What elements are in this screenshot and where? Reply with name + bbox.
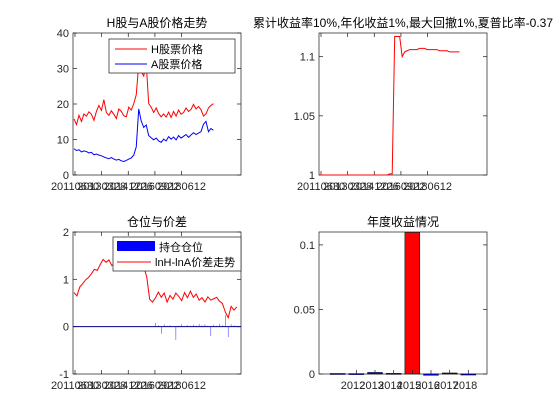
x-tick-label: 2018 [453, 380, 477, 392]
axes-title: H股与A股价格走势 [107, 15, 208, 30]
x-tick-label: 20141226 [104, 181, 153, 193]
y-tick-label: 40 [57, 28, 69, 40]
x-tick-label: 20180612 [157, 181, 206, 193]
y-tick-label: 0.1 [300, 240, 315, 252]
x-tick-label: 20141226 [104, 380, 153, 392]
x-tick-label: 20160922 [376, 181, 425, 193]
annual-return-bar [404, 232, 421, 375]
annual-return-bar [460, 373, 477, 376]
price-trend-axes: H股与A股价格走势 0 10 20 30 40 2011063020130328201412… [51, 15, 242, 193]
x-tick-label: 20110630 [51, 380, 99, 392]
cumulative-return-line [320, 36, 460, 176]
x-tick-label: 20110630 [51, 181, 99, 193]
x-tick-label: 20141226 [350, 181, 399, 193]
axes-frame [318, 32, 488, 176]
legend-label-a: A股票价格 [151, 57, 202, 71]
y-tick-label: 1 [309, 170, 315, 182]
y-tick-label: 1.1 [300, 52, 315, 64]
y-tick-label: 1.05 [294, 111, 315, 123]
axes-title: 仓位与价差 [127, 214, 187, 229]
x-tick-label: 20160922 [130, 380, 179, 392]
y-tick-label: 30 [57, 64, 69, 76]
x-tick-label: 20180612 [403, 181, 452, 193]
x-tick-label: 2016 [415, 380, 439, 392]
h-price-line [73, 63, 214, 127]
x-tick-label: 20130328 [77, 380, 126, 392]
y-tick-label: -1 [59, 369, 69, 381]
legend-label-position: 持仓仓位 [159, 240, 203, 254]
x-tick-label: 2013 [359, 380, 383, 392]
axes-title: 年度收益情况 [367, 214, 439, 229]
cumulative-return-axes: 累计收益率10%,年化收益1%,最大回撤1%,夏普比率-0.37 1 1.05 1.1… [253, 15, 553, 193]
position-spread-axes: 仓位与价差 -1 0 1 2 201106302013032820141226201609… [51, 214, 242, 392]
a-price-line [73, 108, 214, 163]
x-tick-label: 2012 [341, 380, 365, 392]
x-tick-label: 20130328 [77, 181, 126, 193]
y-tick-label: 10 [57, 135, 69, 147]
spread-line [73, 258, 238, 320]
legend-label-h: H股票价格 [151, 42, 203, 56]
y-tick-label: 0 [309, 369, 315, 381]
x-tick-label: 2017 [434, 380, 458, 392]
y-tick-label: 0.05 [294, 304, 315, 316]
y-tick-label: 2 [63, 227, 69, 239]
legend-box [108, 38, 236, 74]
annual-return-axes: 年度收益情况 0 0.05 0.1 20122013201420152016201720… [294, 214, 488, 392]
x-tick-label: 2015 [397, 380, 421, 392]
axes-frame [318, 231, 488, 375]
x-tick-label: 20160922 [130, 181, 179, 193]
legend-label-spread: lnH-lnA价差走势 [155, 255, 235, 269]
axes-title: 累计收益率10%,年化收益1%,最大回撤1%,夏普比率-0.37 [253, 15, 553, 30]
y-tick-label: 0 [63, 170, 69, 182]
x-tick-label: 2014 [378, 380, 402, 392]
x-tick-label: 20110630 [297, 181, 345, 193]
y-tick-label: 20 [57, 99, 69, 111]
x-tick-label: 20180612 [157, 380, 206, 392]
y-tick-label: 0 [63, 322, 69, 334]
y-tick-label: 1 [63, 274, 69, 286]
legend-swatch-position [117, 241, 155, 251]
annual-return-bar [423, 373, 439, 376]
x-tick-label: 20130328 [323, 181, 372, 193]
annual-return-bar [329, 373, 346, 375]
